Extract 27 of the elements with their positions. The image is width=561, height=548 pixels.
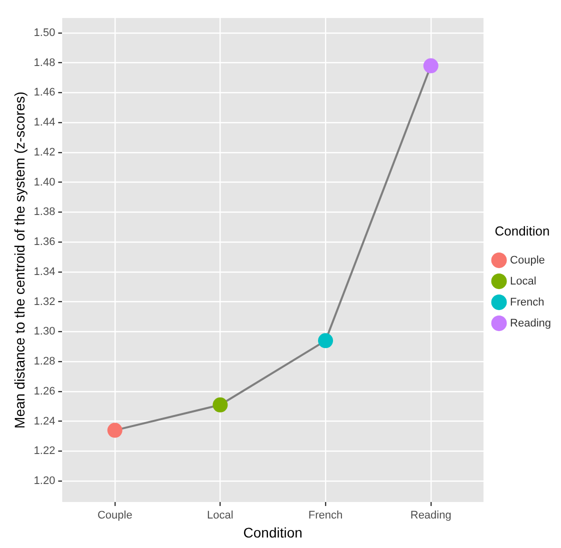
- y-axis-title: Mean distance to the centroid of the system (z-scores): [11, 92, 28, 428]
- x-tick-label: French: [308, 510, 343, 522]
- legend-label: Local: [510, 275, 536, 288]
- y-tick-label: 1.34: [34, 266, 56, 278]
- y-tick-label: 1.40: [34, 176, 56, 188]
- y-tick-label: 1.22: [34, 445, 56, 458]
- y-tick-label: 1.26: [34, 385, 56, 398]
- x-axis-title: Condition: [494, 223, 550, 238]
- y-tick-label: 1.44: [34, 116, 56, 129]
- y-tick-label: 1.32: [34, 296, 56, 308]
- legend-label: Couple: [510, 254, 545, 266]
- legend-label: French: [510, 296, 544, 308]
- y-tick-label: 1.24: [34, 415, 56, 428]
- y-tick-label: 1.36: [34, 236, 56, 248]
- y-tick-label: 1.28: [34, 356, 56, 368]
- legend-title: Condition: [243, 524, 302, 540]
- y-tick-label: 1.50: [34, 26, 56, 39]
- y-tick-label: 1.42: [34, 146, 56, 158]
- x-tick-label: Couple: [97, 510, 132, 522]
- y-tick-label: 1.30: [34, 326, 56, 338]
- y-tick-label: 1.48: [34, 56, 56, 69]
- legend-label: Reading: [510, 317, 552, 330]
- y-tick-label: 1.46: [34, 86, 56, 99]
- x-tick-label: Local: [207, 510, 234, 522]
- y-tick-label: 1.38: [34, 206, 56, 218]
- y-tick-label: 1.20: [34, 475, 56, 488]
- x-tick-label: Reading: [410, 510, 452, 522]
